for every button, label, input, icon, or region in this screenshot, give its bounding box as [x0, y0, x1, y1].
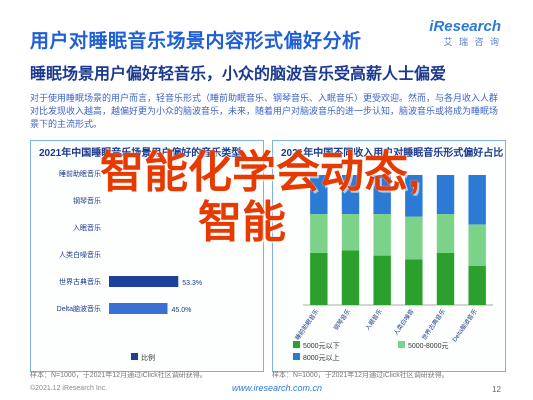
brand-logo: iResearch 艾 瑞 咨 询 — [429, 18, 501, 48]
right-legend-swatch — [293, 341, 300, 348]
left-legend-swatch — [131, 353, 138, 360]
left-chart-panel: 2021年中国睡眠音乐场景用户偏好的音乐类型 睡前助眠音乐钢琴音乐入眠音乐人类白… — [30, 140, 264, 372]
overlay-line-2: 智能 — [198, 198, 286, 247]
page-number: 12 — [492, 385, 501, 394]
right-legend-label: 5000元以下 — [303, 342, 340, 350]
overlay-text: 智能化学会动态, 智能 — [100, 148, 420, 248]
left-legend-label: 比例 — [141, 353, 155, 362]
right-stack-segment — [436, 175, 455, 214]
right-stack-segment — [373, 175, 391, 214]
right-stack-segment — [468, 266, 486, 305]
right-stack-segment — [373, 255, 391, 305]
left-category-label: 入眠音乐 — [73, 223, 101, 232]
right-stack-segment — [405, 216, 423, 260]
left-category-label: 人类白噪音乐 — [59, 250, 101, 259]
right-stack-segment — [310, 253, 328, 305]
right-category-label: 人类白噪音 — [392, 308, 416, 337]
left-value-label: 53.3% — [182, 280, 202, 287]
summary-paragraph: 对于使用睡眠场景的用户而言，轻音乐形式（睡前助眠音乐、钢琴音乐、入眠音乐）更受欢… — [30, 93, 499, 129]
right-stack-segment — [436, 253, 455, 305]
right-stacked-chart: 睡前助眠音乐 钢琴音乐 入眠音乐 人类白噪音 世界古典音乐 Delta脑波音乐 5000元以… — [293, 175, 493, 362]
headline: 睡眠场景用户偏好轻音乐，小众的脑波音乐受高薪人士偏爱 — [30, 66, 447, 83]
right-legend-swatch — [398, 341, 405, 348]
left-category-label: 世界古典音乐 — [59, 277, 101, 286]
right-chart-title: 2021年中国不同收入用户对睡眠音乐形式偏好占比 — [281, 148, 504, 159]
right-stack-segment — [436, 214, 455, 253]
left-value-label: 45.0% — [172, 307, 192, 314]
logo-subtitle: 艾 瑞 咨 询 — [443, 37, 501, 47]
right-stack-segment — [341, 250, 360, 305]
right-stack-segment — [341, 175, 360, 214]
right-category-label: 睡前助眠音乐 — [293, 308, 320, 342]
left-chart-title: 2021年中国睡眠音乐场景用户偏好的音乐类型 — [39, 148, 242, 159]
right-stack-segment — [405, 259, 423, 305]
left-source-note: 样本：N=1000，于2021年12月通过iClick社区调研获得。 — [30, 372, 207, 379]
left-category-label: 睡前助眠音乐 — [59, 169, 101, 178]
report-title: 用户对睡眠音乐场景内容形式偏好分析 — [30, 31, 362, 52]
right-category-label: Delta脑波音乐 — [450, 308, 478, 344]
right-category-label: 入眠音乐 — [363, 308, 383, 332]
left-category-label: 钢琴音乐 — [73, 196, 101, 205]
right-legend-label: 8000元以上 — [303, 353, 340, 362]
right-legend-swatch — [293, 353, 300, 360]
right-source-note: 样本：N=1000，于2021年12月通过iClick社区调研获得。 — [272, 372, 449, 379]
right-category-label: 钢琴音乐 — [332, 308, 352, 332]
right-stack-segment — [468, 224, 486, 266]
logo-text: iResearch — [429, 18, 501, 35]
right-stack-segment — [373, 214, 391, 256]
right-stack-segment — [341, 214, 360, 251]
overlay-line-1: 智能化学会动态, — [100, 148, 421, 197]
right-stack-segment — [468, 175, 486, 225]
footer-copyright: ©2021.12 iResearch Inc. — [30, 385, 108, 392]
right-chart-panel: 2021年中国不同收入用户对睡眠音乐形式偏好占比 睡前助眠音乐 钢琴音乐 入眠音乐人… — [272, 140, 506, 372]
footer-site: www.iresearch.com.cn — [232, 383, 323, 393]
right-stack-segment — [310, 214, 328, 253]
right-stack-segment — [310, 175, 328, 214]
right-category-label: 世界古典音乐 — [420, 308, 447, 342]
left-bar — [109, 276, 179, 287]
right-legend-label: 5000-8000元 — [408, 342, 448, 350]
right-stack-segment — [405, 175, 423, 217]
left-bar — [109, 303, 168, 314]
left-category-label: Delta脑波音乐 — [57, 304, 101, 313]
